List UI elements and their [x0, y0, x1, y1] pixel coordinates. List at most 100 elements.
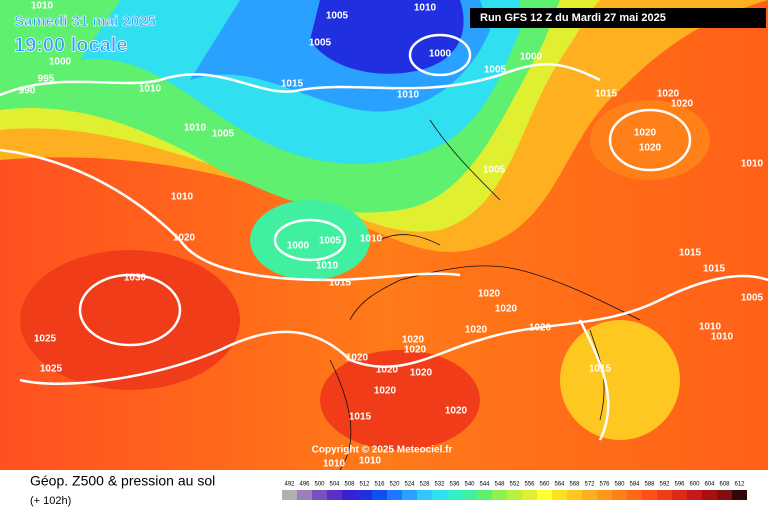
scale-label: 532: [434, 482, 445, 488]
isobar-label: 1015: [329, 278, 352, 289]
scale-label: 492: [284, 482, 295, 488]
scale-label: 524: [404, 482, 415, 488]
scale-swatch: [327, 490, 342, 500]
isobar: [78, 273, 182, 347]
isobar-label: 1005: [326, 11, 349, 22]
isobar-label: 1020: [374, 386, 397, 397]
height-band: [590, 100, 710, 180]
isobar: [578, 319, 610, 441]
isobar: [19, 274, 768, 385]
isobar-label: 1000: [429, 49, 452, 60]
isobar-label: 1015: [281, 79, 304, 90]
isobar-label: 1010: [397, 90, 420, 101]
isobar-label: 1015: [703, 264, 726, 275]
isobar-label: 1020: [478, 289, 501, 300]
color-scale: 492 496 500 504 508 512 516 520 524 528 532 536 540 5…: [282, 482, 747, 500]
isobar-label: 1020: [634, 128, 657, 139]
scale-label: 512: [359, 482, 370, 488]
scale-label: 536: [449, 482, 460, 488]
footer-title: Géop. Z500 & pression au sol: [30, 473, 215, 489]
scale-swatch: [492, 490, 507, 500]
scale-label: 592: [659, 482, 670, 488]
scale-swatch: [312, 490, 327, 500]
isobar-label: 1020: [445, 406, 468, 417]
height-band: [20, 250, 240, 390]
run-info: Run GFS 12 Z du Mardi 27 mai 2025: [480, 12, 666, 24]
isobar-label: 1010: [711, 332, 734, 343]
isobar-label: 1020: [376, 365, 399, 376]
height-band: [310, 0, 464, 74]
scale-label: 576: [599, 482, 610, 488]
isobar-label: 1020: [173, 233, 196, 244]
scale-label: 540: [464, 482, 475, 488]
isobar-label: 1020: [529, 323, 552, 334]
isobar-label: 1020: [404, 345, 427, 356]
forecast-time: 19:00 locale: [14, 34, 127, 56]
isobar-label: 1025: [34, 334, 57, 345]
scale-swatch: [477, 490, 492, 500]
scale-label: 496: [299, 482, 310, 488]
scale-swatch: [372, 490, 387, 500]
isobar: [273, 218, 347, 262]
isobar-label: 1010: [699, 322, 722, 333]
isobar-label: 1005: [309, 38, 332, 49]
isobar: [608, 108, 692, 172]
isobar-label: 1015: [679, 248, 702, 259]
isobar-label: 1005: [212, 129, 235, 140]
scale-swatch: [672, 490, 687, 500]
scale-swatch: [687, 490, 702, 500]
isobar: [408, 33, 472, 77]
scale-swatch: [522, 490, 537, 500]
isobar-label: 1020: [346, 353, 369, 364]
scale-swatch: [552, 490, 567, 500]
scale-label: 504: [329, 482, 340, 488]
scale-swatch: [597, 490, 612, 500]
isobar-label: 1010: [316, 261, 339, 272]
scale-swatch: [462, 490, 477, 500]
scale-swatch: [417, 490, 432, 500]
forecast-date: Samedi 31 mai 2025: [14, 13, 156, 30]
scale-label: 604: [704, 482, 715, 488]
isobar-label: 1005: [741, 293, 764, 304]
isobar-label: 1025: [40, 364, 63, 375]
scale-label: 568: [569, 482, 580, 488]
scale-swatch: [357, 490, 372, 500]
isobar: [0, 148, 461, 282]
scale-label: 596: [674, 482, 685, 488]
isobar-label: 1015: [595, 89, 618, 100]
scale-swatch: [627, 490, 642, 500]
isobar-label: 1020: [671, 99, 694, 110]
scale-label: 564: [554, 482, 565, 488]
coastline: [329, 119, 641, 471]
isobar-label: 1010: [139, 84, 162, 95]
scale-label: 560: [539, 482, 550, 488]
height-band: [560, 320, 680, 440]
isobar-label: 1015: [589, 364, 612, 375]
scale-label: 556: [524, 482, 535, 488]
scale-label: 572: [584, 482, 595, 488]
footer-lead: (+ 102h): [30, 495, 71, 507]
scale-label: 612: [734, 482, 745, 488]
scale-swatch: [702, 490, 717, 500]
scale-swatch: [297, 490, 312, 500]
isobar-label: 1010: [360, 234, 383, 245]
scale-label: 500: [314, 482, 325, 488]
isobar-label: 1005: [483, 165, 506, 176]
height-band: [320, 350, 480, 450]
isobar-label: 1010: [741, 159, 764, 170]
scale-label: 544: [479, 482, 490, 488]
scale-swatch: [582, 490, 597, 500]
isobar-label: 1010: [359, 456, 382, 467]
scale-label: 548: [494, 482, 505, 488]
isobar-label: 1030: [124, 273, 147, 284]
scale-swatch: [567, 490, 582, 500]
scale-label: 552: [509, 482, 520, 488]
isobar-label: 1000: [520, 52, 543, 63]
isobar-label: 1005: [319, 236, 342, 247]
scale-swatch: [342, 490, 357, 500]
scale-label: 608: [719, 482, 730, 488]
scale-label: 588: [644, 482, 655, 488]
scale-swatch: [432, 490, 447, 500]
scale-label: 520: [389, 482, 400, 488]
